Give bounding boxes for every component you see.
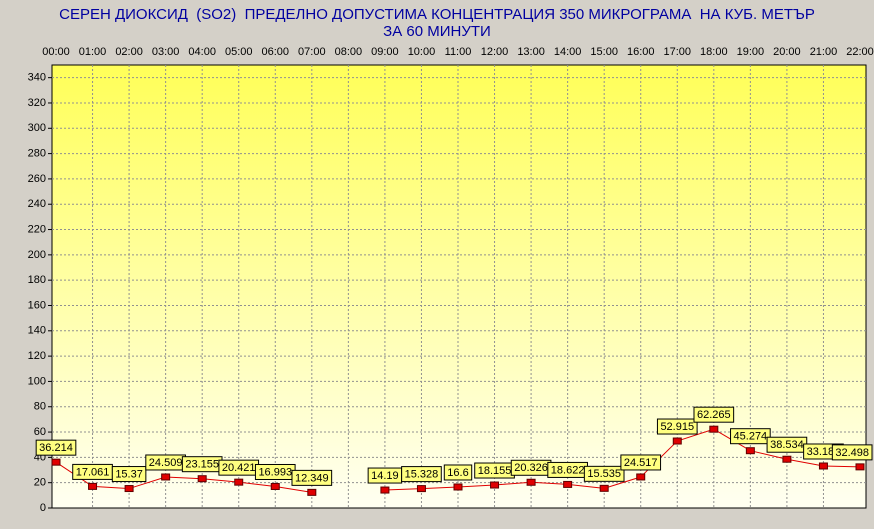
x-tick-label: 22:00: [846, 46, 874, 58]
x-tick-label: 19:00: [737, 46, 765, 58]
value-label: 38.534: [770, 439, 804, 451]
y-tick-label: 260: [28, 173, 46, 185]
x-tick-label: 12:00: [481, 46, 509, 58]
x-tick-label: 09:00: [371, 46, 399, 58]
point-marker: [124, 485, 134, 493]
point-marker: [490, 481, 500, 489]
value-label: 20.421: [222, 462, 256, 474]
point-marker: [636, 473, 646, 481]
y-tick-label: 220: [28, 223, 46, 235]
y-tick-label: 160: [28, 299, 46, 311]
point-marker: [599, 484, 609, 492]
x-tick-label: 08:00: [335, 46, 363, 58]
y-tick-label: 300: [28, 122, 46, 134]
point-marker: [709, 425, 719, 433]
value-label-box: [111, 466, 147, 483]
value-label-box: [401, 466, 442, 483]
value-label-box: [831, 444, 873, 461]
x-tick-label: 13:00: [517, 46, 545, 58]
point-marker: [855, 463, 865, 471]
value-label-box: [291, 469, 333, 486]
value-label-box: [443, 464, 473, 481]
point-marker: [307, 488, 317, 496]
value-label: 24.517: [624, 457, 658, 469]
point-marker: [526, 478, 536, 486]
point-marker: [161, 473, 171, 481]
x-tick-label: 11:00: [445, 46, 472, 58]
value-label-box: [35, 439, 77, 456]
y-tick-label: 80: [34, 401, 46, 413]
value-label-box: [620, 454, 662, 471]
value-label: 15.37: [115, 468, 143, 480]
x-tick-label: 07:00: [298, 46, 326, 58]
value-label-box: [693, 406, 735, 423]
point-marker: [453, 483, 463, 491]
x-tick-label: 05:00: [225, 46, 253, 58]
chart-subtitle: ЗА 60 МИНУТИ: [383, 23, 491, 40]
series-line: [55, 428, 861, 493]
y-tick-label: 120: [28, 350, 46, 362]
value-label: 14.19: [371, 470, 399, 482]
value-label-box: [583, 465, 625, 482]
x-tick-label: 06:00: [262, 46, 290, 58]
x-tick-label: 15:00: [590, 46, 618, 58]
point-marker: [88, 482, 98, 490]
value-label: 32.498: [835, 447, 869, 459]
y-tick-label: 320: [28, 97, 46, 109]
x-tick-label: 17:00: [664, 46, 692, 58]
value-label: 23.155: [185, 459, 219, 471]
value-label: 16.993: [258, 466, 292, 478]
y-tick-label: 180: [28, 274, 46, 286]
x-tick-label: 03:00: [152, 46, 180, 58]
value-label: 17.061: [76, 466, 110, 478]
y-tick-label: 240: [28, 198, 46, 210]
point-marker: [782, 455, 792, 463]
point-marker: [197, 475, 207, 483]
chart-title: СЕРЕН ДИОКСИД (SO2) ПРЕДЕЛНО ДОПУСТИМА К…: [59, 6, 815, 23]
y-tick-label: 340: [28, 72, 46, 84]
value-label-box: [656, 418, 698, 435]
value-label: 36.214: [39, 442, 73, 454]
point-marker: [563, 480, 573, 488]
value-label: 20.326: [514, 462, 548, 474]
value-label: 16.6: [447, 467, 468, 479]
value-label: 62.265: [697, 409, 731, 421]
value-label: 15.535: [587, 468, 621, 480]
y-tick-label: 200: [28, 249, 46, 261]
x-tick-label: 16:00: [627, 46, 655, 58]
point-marker: [380, 486, 390, 494]
value-label: 24.509: [149, 457, 183, 469]
value-label: 12.349: [295, 472, 329, 484]
point-marker: [818, 462, 828, 470]
y-tick-label: 20: [34, 477, 46, 489]
point-marker: [51, 458, 61, 466]
value-label: 15.328: [405, 469, 439, 481]
x-tick-label: 20:00: [773, 46, 801, 58]
x-tick-label: 18:00: [700, 46, 728, 58]
y-tick-label: 0: [40, 502, 46, 514]
y-tick-label: 100: [28, 375, 46, 387]
y-tick-label: 60: [34, 426, 46, 438]
x-tick-label: 21:00: [810, 46, 838, 58]
value-label: 45.274: [734, 431, 768, 443]
x-tick-label: 02:00: [115, 46, 143, 58]
x-tick-label: 10:00: [408, 46, 436, 58]
value-label: 52.915: [660, 421, 694, 433]
value-label-box: [730, 428, 771, 445]
x-tick-label: 00:00: [42, 46, 70, 58]
point-marker: [745, 447, 755, 455]
value-label: 18.155: [478, 465, 512, 477]
y-tick-label: 280: [28, 148, 46, 160]
point-marker: [270, 482, 280, 490]
point-marker: [416, 485, 426, 493]
x-tick-label: 14:00: [554, 46, 582, 58]
x-tick-label: 04:00: [188, 46, 216, 58]
point-marker: [672, 437, 682, 445]
x-tick-label: 01:00: [79, 46, 107, 58]
y-tick-label: 140: [28, 325, 46, 337]
value-label: 18.622: [551, 464, 585, 476]
point-marker: [234, 478, 244, 486]
